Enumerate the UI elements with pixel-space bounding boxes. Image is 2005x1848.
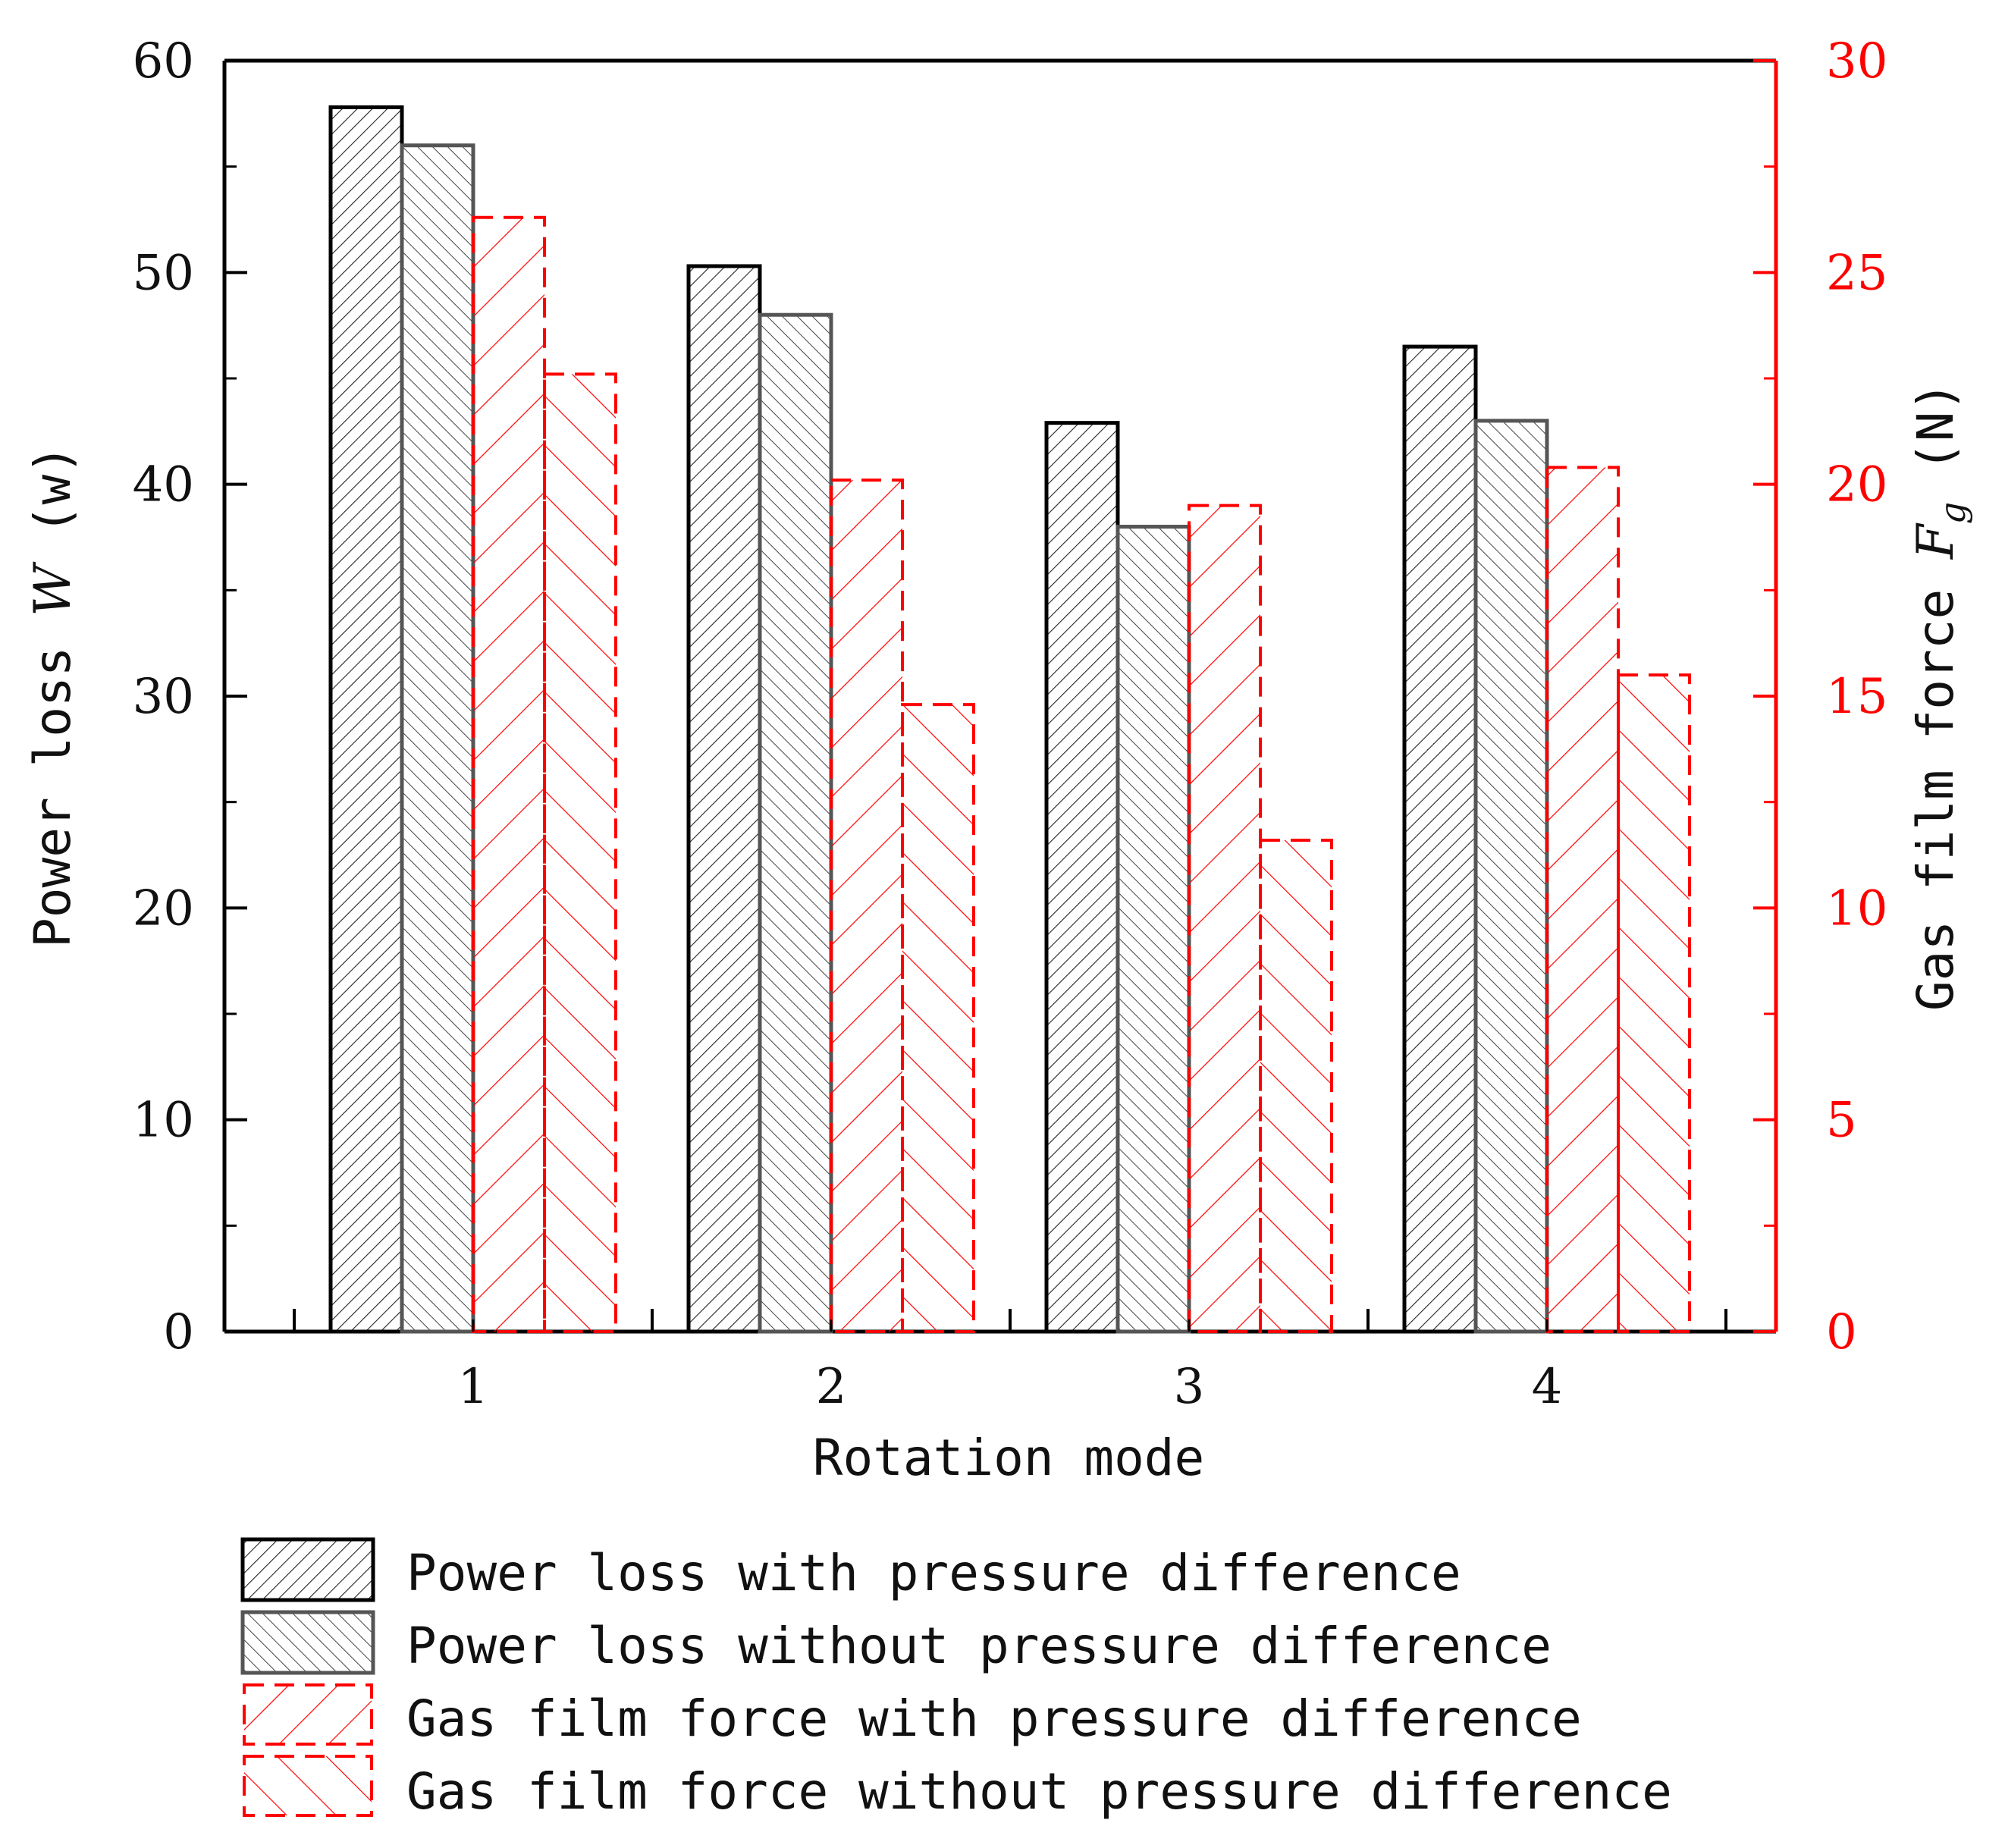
left-tick-label: 40	[133, 457, 194, 513]
left-axis-ticks: 0 10 20 30 40 50 60	[133, 33, 247, 1360]
bar-gas-film-without	[543, 372, 617, 1333]
bar-gas-film-with	[1188, 504, 1262, 1333]
left-tick-label: 20	[133, 880, 194, 937]
bar-power-loss-with	[1402, 344, 1478, 1334]
left-axis-title: Power loss W (w)	[24, 444, 82, 948]
legend-swatch-gas-film-without	[243, 1755, 373, 1817]
legend-label-gas-film-with: Gas film force with pressure difference	[406, 1690, 1582, 1748]
left-tick-label: 0	[163, 1304, 194, 1360]
right-axis-ticks: 0 5 10 15 20 25 30	[1753, 33, 1887, 1360]
left-tick-label: 60	[133, 33, 194, 89]
bar-power-loss-with	[1044, 421, 1120, 1334]
bar-gas-film-with	[830, 478, 904, 1334]
bar-gas-film-with	[472, 215, 546, 1333]
bar-power-loss-without	[400, 143, 475, 1334]
right-tick-label: 10	[1826, 880, 1887, 937]
legend-label-gas-film-without: Gas film force without pressure differen…	[406, 1762, 1672, 1821]
x-tick-label: 3	[1174, 1359, 1205, 1415]
bar-power-loss-without	[1115, 525, 1191, 1334]
right-axis-title-prefix: Gas film force	[1906, 559, 1965, 1011]
bar-power-loss-with	[686, 264, 762, 1334]
legend-swatch-gas-film-with	[243, 1683, 373, 1746]
legend-swatch-power-loss-with	[240, 1537, 375, 1602]
legend-label-power-loss-with: Power loss with pressure difference	[406, 1544, 1461, 1602]
bar-power-loss-without	[1473, 419, 1549, 1334]
right-tick-label: 25	[1826, 245, 1887, 301]
x-tick-label: 4	[1532, 1359, 1563, 1415]
legend: Power loss with pressure difference Powe…	[240, 1537, 1672, 1821]
left-tick-label: 50	[133, 245, 194, 301]
right-tick-label: 0	[1826, 1304, 1857, 1360]
left-tick-label: 30	[133, 669, 194, 725]
bar-gas-film-without	[901, 703, 975, 1333]
bar-gas-film-with	[1545, 466, 1620, 1334]
x-axis-ticks: 1 2 3 4	[293, 1309, 1727, 1415]
left-axis-title-prefix: Power loss	[24, 617, 82, 948]
legend-swatch-power-loss-without	[240, 1610, 375, 1675]
right-tick-label: 15	[1826, 669, 1887, 725]
left-axis-title-unit: (w)	[24, 444, 82, 565]
right-axis-title-var: F	[1906, 522, 1965, 560]
left-tick-label: 10	[133, 1093, 194, 1149]
bar-power-loss-without	[758, 312, 833, 1334]
bars-group	[328, 105, 1691, 1334]
x-tick-label: 2	[816, 1359, 847, 1415]
bar-gas-film-without	[1259, 838, 1333, 1333]
right-tick-label: 20	[1826, 457, 1887, 513]
bar-power-loss-with	[328, 105, 404, 1334]
right-tick-label: 5	[1826, 1093, 1857, 1149]
bar-gas-film-without	[1617, 673, 1691, 1333]
right-tick-label: 30	[1826, 33, 1887, 89]
right-axis-title-sub: g	[1932, 502, 1973, 524]
left-axis-title-var: W	[24, 561, 82, 617]
right-axis-title-unit: (N)	[1906, 381, 1965, 502]
x-tick-label: 1	[458, 1359, 489, 1415]
legend-label-power-loss-without: Power loss without pressure difference	[406, 1617, 1552, 1675]
right-axis-title: Gas film force Fg (N)	[1906, 381, 1973, 1011]
x-axis-title: Rotation mode	[813, 1429, 1205, 1487]
